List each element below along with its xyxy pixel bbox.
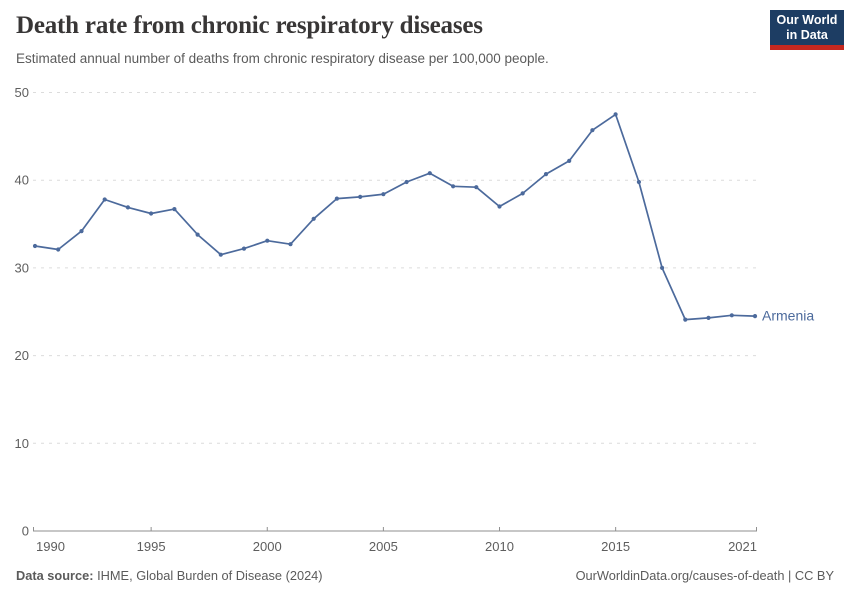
line-chart[interactable]: 0 10 20 30 40 50 1990 1995 2000 2005 2010 2015 2021 A… — [0, 80, 850, 562]
data-point[interactable] — [241, 246, 247, 251]
data-point[interactable] — [590, 128, 595, 133]
data-point[interactable] — [334, 196, 339, 201]
data-point[interactable] — [358, 194, 363, 199]
data-point[interactable] — [567, 158, 572, 163]
data-point[interactable] — [218, 252, 223, 257]
data-point[interactable] — [311, 216, 316, 221]
x-axis-label: 2010 — [485, 539, 514, 554]
data-source-text: IHME, Global Burden of Disease (2024) — [93, 568, 323, 583]
y-axis-label: 0 — [22, 524, 29, 539]
data-point[interactable] — [265, 238, 270, 243]
data-point[interactable] — [427, 171, 432, 176]
data-point[interactable] — [613, 112, 618, 117]
data-point[interactable] — [32, 243, 38, 249]
y-axis-label: 40 — [15, 173, 29, 188]
data-point[interactable] — [404, 179, 409, 185]
data-point[interactable] — [520, 191, 525, 196]
data-point[interactable] — [172, 207, 177, 212]
data-point[interactable] — [451, 184, 456, 189]
data-point[interactable] — [474, 185, 479, 190]
data-point[interactable] — [752, 314, 758, 319]
x-axis-label: 2005 — [369, 539, 398, 554]
y-axis-label: 50 — [15, 85, 29, 100]
data-point[interactable] — [149, 211, 154, 216]
y-axis-label: 30 — [15, 260, 29, 275]
chart-subtitle: Estimated annual number of deaths from c… — [16, 51, 549, 66]
y-axis-label: 20 — [15, 348, 29, 363]
data-point[interactable] — [79, 229, 84, 234]
y-axis-label: 10 — [15, 436, 29, 451]
data-point[interactable] — [683, 317, 688, 322]
x-axis-label: 2000 — [253, 539, 282, 554]
logo-line-1: Our World — [776, 12, 838, 27]
x-axis-label: 2021 — [728, 539, 757, 554]
data-point[interactable] — [195, 232, 200, 237]
series-label-armenia[interactable]: Armenia — [762, 308, 814, 324]
data-point[interactable] — [102, 197, 107, 202]
x-axis-label: 2015 — [601, 539, 630, 554]
chart-title: Death rate from chronic respiratory dise… — [16, 12, 483, 39]
data-source-label: Data source: — [16, 568, 94, 583]
data-point[interactable] — [636, 179, 642, 185]
x-axis-label: 1995 — [137, 539, 166, 554]
chart-footer: Data source: IHME, Global Burden of Dise… — [16, 568, 834, 583]
data-point[interactable] — [497, 204, 502, 209]
data-line-armenia[interactable] — [34, 113, 756, 321]
data-point[interactable] — [660, 265, 665, 270]
data-point[interactable] — [729, 313, 734, 318]
data-source: Data source: IHME, Global Burden of Dise… — [16, 568, 323, 583]
data-point[interactable] — [125, 205, 130, 210]
data-point[interactable] — [706, 315, 711, 320]
data-point[interactable] — [288, 242, 293, 247]
data-point[interactable] — [56, 247, 61, 252]
owid-logo: Our World in Data — [770, 10, 844, 50]
credit-link[interactable]: OurWorldinData.org/causes-of-death | CC … — [575, 568, 834, 583]
x-axis-label: 1990 — [36, 539, 65, 554]
logo-line-2: in Data — [786, 27, 828, 42]
data-point[interactable] — [543, 172, 549, 177]
data-point[interactable] — [381, 192, 386, 197]
